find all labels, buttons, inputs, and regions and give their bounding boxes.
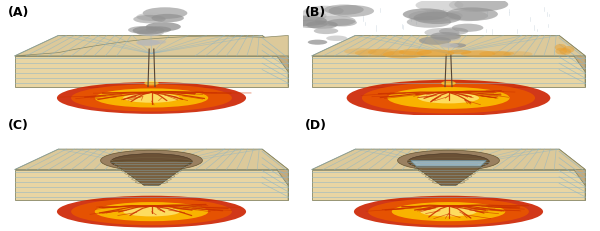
Ellipse shape: [315, 16, 356, 27]
Ellipse shape: [440, 44, 458, 49]
Ellipse shape: [388, 88, 509, 109]
Ellipse shape: [326, 36, 347, 42]
Ellipse shape: [123, 94, 180, 103]
Polygon shape: [111, 161, 192, 186]
Ellipse shape: [304, 7, 344, 17]
Ellipse shape: [418, 93, 479, 104]
Ellipse shape: [146, 27, 171, 34]
Ellipse shape: [146, 23, 181, 32]
Ellipse shape: [287, 16, 327, 27]
Polygon shape: [15, 170, 288, 200]
Ellipse shape: [137, 30, 164, 37]
Polygon shape: [410, 161, 487, 166]
Ellipse shape: [449, 0, 503, 13]
Ellipse shape: [419, 11, 463, 22]
Ellipse shape: [57, 83, 246, 114]
Ellipse shape: [137, 40, 160, 46]
Polygon shape: [408, 161, 489, 186]
Text: (A): (A): [7, 6, 29, 19]
Ellipse shape: [368, 49, 404, 56]
Ellipse shape: [399, 49, 432, 56]
Ellipse shape: [504, 52, 532, 58]
Ellipse shape: [328, 6, 374, 18]
Ellipse shape: [128, 27, 158, 35]
Polygon shape: [312, 36, 585, 57]
Ellipse shape: [446, 11, 488, 22]
Polygon shape: [15, 36, 288, 57]
Ellipse shape: [492, 52, 514, 56]
Ellipse shape: [413, 13, 461, 25]
Ellipse shape: [354, 196, 543, 228]
Ellipse shape: [95, 89, 208, 108]
Ellipse shape: [347, 80, 550, 117]
Polygon shape: [262, 149, 288, 200]
Ellipse shape: [408, 154, 489, 170]
Ellipse shape: [344, 49, 377, 55]
Ellipse shape: [151, 15, 184, 23]
Ellipse shape: [136, 40, 160, 47]
Ellipse shape: [362, 83, 535, 114]
Ellipse shape: [355, 50, 394, 58]
Ellipse shape: [324, 6, 364, 16]
Ellipse shape: [57, 196, 246, 228]
Ellipse shape: [454, 0, 508, 12]
Ellipse shape: [71, 198, 232, 225]
Ellipse shape: [368, 198, 529, 225]
Ellipse shape: [306, 21, 338, 30]
Ellipse shape: [407, 17, 451, 29]
Ellipse shape: [449, 44, 466, 48]
Ellipse shape: [420, 207, 477, 216]
Ellipse shape: [383, 52, 424, 59]
Polygon shape: [15, 57, 288, 87]
Polygon shape: [312, 149, 585, 170]
Ellipse shape: [430, 33, 461, 41]
Ellipse shape: [314, 29, 338, 35]
Ellipse shape: [424, 29, 460, 38]
Ellipse shape: [286, 12, 326, 22]
Ellipse shape: [392, 202, 505, 221]
Ellipse shape: [419, 37, 451, 46]
Polygon shape: [559, 149, 585, 200]
Ellipse shape: [398, 151, 499, 171]
Text: (C): (C): [7, 119, 28, 132]
Ellipse shape: [409, 11, 455, 23]
Ellipse shape: [448, 50, 472, 55]
Ellipse shape: [95, 202, 208, 221]
Polygon shape: [312, 57, 585, 87]
Ellipse shape: [101, 151, 202, 171]
Ellipse shape: [555, 45, 566, 52]
Ellipse shape: [123, 207, 180, 216]
Ellipse shape: [560, 49, 571, 56]
Ellipse shape: [433, 35, 460, 42]
Ellipse shape: [150, 41, 166, 45]
Ellipse shape: [441, 82, 456, 86]
Ellipse shape: [111, 154, 192, 170]
Ellipse shape: [133, 27, 165, 36]
Ellipse shape: [479, 52, 511, 58]
Ellipse shape: [295, 20, 328, 29]
Polygon shape: [559, 36, 585, 87]
Ellipse shape: [403, 9, 448, 21]
Ellipse shape: [416, 0, 463, 12]
Ellipse shape: [133, 16, 166, 24]
Ellipse shape: [144, 82, 159, 86]
Polygon shape: [312, 170, 585, 200]
Ellipse shape: [136, 14, 168, 22]
Text: (D): (D): [304, 119, 326, 132]
Ellipse shape: [446, 8, 498, 22]
Polygon shape: [15, 149, 288, 170]
Ellipse shape: [308, 40, 327, 46]
Ellipse shape: [328, 20, 357, 27]
Ellipse shape: [143, 8, 187, 20]
Ellipse shape: [439, 28, 468, 36]
Ellipse shape: [416, 50, 454, 58]
Text: (B): (B): [304, 6, 326, 19]
Polygon shape: [262, 36, 288, 87]
Polygon shape: [15, 36, 288, 57]
Ellipse shape: [461, 51, 496, 58]
Ellipse shape: [452, 24, 484, 33]
Ellipse shape: [71, 85, 232, 112]
Ellipse shape: [563, 47, 574, 54]
Ellipse shape: [556, 49, 567, 55]
